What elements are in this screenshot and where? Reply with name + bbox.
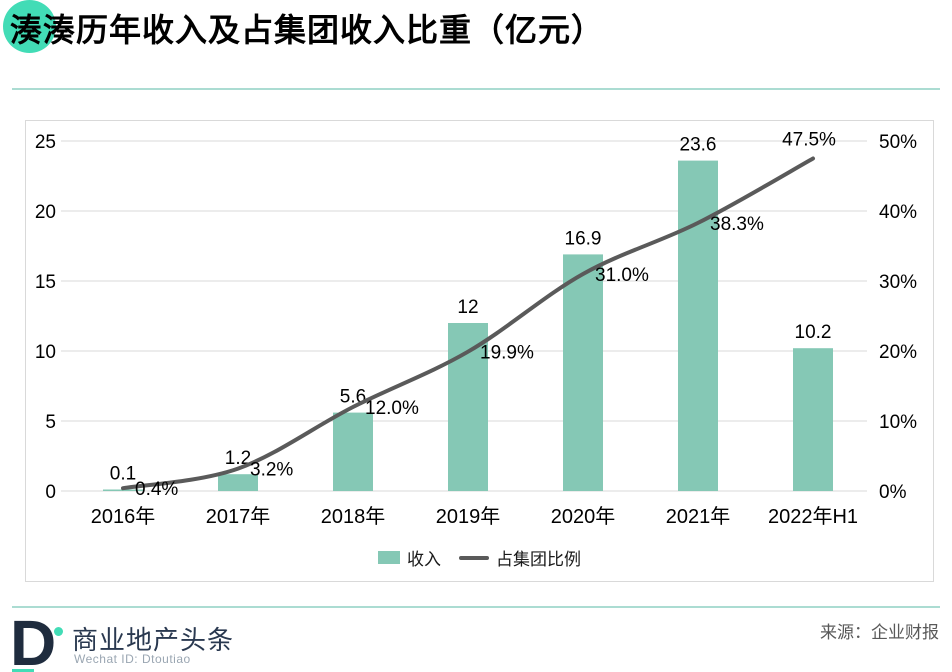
- left-axis-tick: 10: [35, 342, 56, 363]
- legend-item-ratio: 占集团比例: [459, 545, 581, 570]
- legend-ratio-label: 占集团比例: [496, 550, 581, 569]
- revenue-bar: [563, 254, 603, 491]
- ratio-line: [121, 156, 815, 491]
- x-axis-label: 2020年: [551, 505, 616, 528]
- brand-name: 商业地产头条: [72, 625, 235, 655]
- left-axis-tick: 15: [35, 272, 56, 293]
- left-axis-tick: 0: [45, 482, 56, 503]
- legend-revenue-label: 收入: [407, 550, 441, 569]
- wechat-id: Wechat ID: Dtoutiao: [74, 652, 191, 666]
- source-text: 来源：企业财报: [820, 623, 939, 642]
- bar-value-label: 23.6: [680, 135, 717, 156]
- chart-card: 0.1 1.2 5.6 12 16.9 23.6 10.2 0.4% 3.2% 12.0% 19.9…: [25, 120, 934, 582]
- bar-value-label: 10.2: [795, 322, 832, 343]
- ratio-point-label: 12.0%: [365, 398, 419, 419]
- ratio-point-label: 31.0%: [595, 265, 649, 286]
- ratio-point-label: 38.3%: [710, 214, 764, 235]
- revenue-bar: [678, 160, 718, 491]
- x-axis-label: 2022年H1: [768, 505, 858, 528]
- legend-item-revenue: 收入: [378, 545, 441, 570]
- bar-value-label: 1.2: [225, 448, 251, 469]
- bar-value-label: 16.9: [565, 228, 602, 249]
- legend-line-swatch-icon: [459, 555, 489, 560]
- page-title: 湊湊历年收入及占集团收入比重（亿元）: [10, 12, 605, 48]
- x-axis-label: 2019年: [436, 505, 501, 528]
- x-axis-label: 2021年: [666, 505, 731, 528]
- brand-logo: D: [10, 607, 72, 672]
- revenue-ratio-chart: 0.11.25.61216.923.610.20.4%3.2%12.0%19.9…: [35, 130, 917, 529]
- top-divider: [12, 88, 940, 90]
- logo-base-accent: [12, 669, 34, 672]
- revenue-bar: [333, 412, 373, 491]
- revenue-bar: [103, 489, 143, 491]
- right-axis-tick: 40%: [879, 202, 917, 223]
- ratio-point-label: 47.5%: [782, 130, 836, 151]
- legend-bar-swatch-icon: [378, 551, 400, 564]
- logo-dot-icon: [54, 627, 63, 636]
- x-axis-label: 2017年: [206, 505, 271, 528]
- left-axis-tick: 25: [35, 132, 56, 153]
- left-axis-tick: 5: [45, 412, 56, 433]
- revenue-bar: [793, 348, 833, 491]
- revenue-bar: [218, 474, 258, 491]
- ratio-point-label: 0.4%: [135, 479, 178, 500]
- x-axis-label: 2018年: [321, 505, 386, 528]
- bar-value-label: 12: [457, 297, 478, 318]
- bar-value-label: 0.1: [110, 464, 136, 485]
- right-axis-tick: 20%: [879, 342, 917, 363]
- ratio-point-label: 3.2%: [250, 460, 293, 481]
- left-axis-tick: 20: [35, 202, 56, 223]
- right-axis-tick: 30%: [879, 272, 917, 293]
- x-axis-label: 2016年: [91, 505, 156, 528]
- logo-letter: D: [10, 607, 57, 672]
- right-axis-tick: 0%: [879, 482, 907, 503]
- right-axis-tick: 10%: [879, 412, 917, 433]
- bottom-divider: [12, 606, 940, 608]
- chart-legend: 收入 占集团比例: [26, 545, 933, 570]
- right-axis-tick: 50%: [879, 132, 917, 153]
- ratio-point-label: 19.9%: [480, 343, 534, 364]
- title-highlight-circle: [3, 0, 56, 53]
